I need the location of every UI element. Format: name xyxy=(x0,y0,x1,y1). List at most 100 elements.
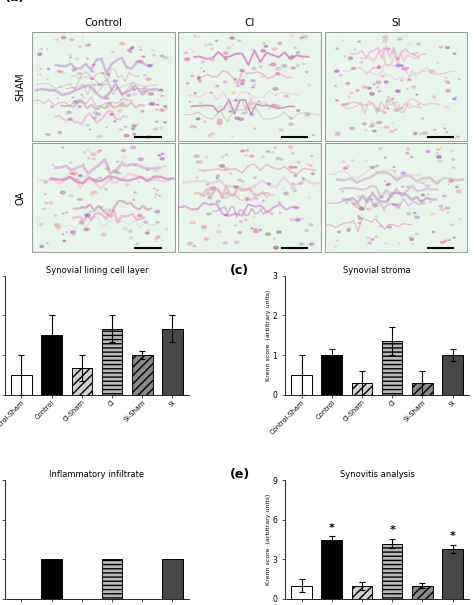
Circle shape xyxy=(194,155,199,157)
Circle shape xyxy=(97,83,100,85)
Circle shape xyxy=(94,192,98,194)
Circle shape xyxy=(407,186,408,187)
Circle shape xyxy=(99,83,103,86)
Circle shape xyxy=(125,184,129,186)
Circle shape xyxy=(273,88,278,90)
Text: OA: OA xyxy=(16,191,26,204)
Circle shape xyxy=(198,77,201,78)
Circle shape xyxy=(39,224,43,226)
Circle shape xyxy=(383,209,385,211)
Circle shape xyxy=(162,153,164,154)
Circle shape xyxy=(277,157,281,159)
Circle shape xyxy=(78,106,81,108)
Circle shape xyxy=(302,178,304,180)
Circle shape xyxy=(210,48,214,50)
Circle shape xyxy=(196,118,200,120)
Circle shape xyxy=(205,156,208,158)
Circle shape xyxy=(47,68,49,70)
Circle shape xyxy=(69,195,73,197)
Bar xyxy=(321,355,342,394)
Circle shape xyxy=(348,57,353,59)
Circle shape xyxy=(133,89,136,90)
Circle shape xyxy=(78,175,81,176)
Circle shape xyxy=(371,238,374,240)
Circle shape xyxy=(387,226,392,228)
Circle shape xyxy=(413,212,416,214)
Circle shape xyxy=(363,86,367,88)
Circle shape xyxy=(453,98,456,100)
Circle shape xyxy=(415,233,419,235)
Circle shape xyxy=(84,228,88,231)
Circle shape xyxy=(367,87,371,89)
Circle shape xyxy=(56,226,61,229)
Circle shape xyxy=(164,56,168,59)
Circle shape xyxy=(302,243,304,244)
Circle shape xyxy=(208,135,211,137)
Circle shape xyxy=(124,126,127,128)
Circle shape xyxy=(217,200,220,203)
Circle shape xyxy=(375,236,377,237)
Circle shape xyxy=(119,173,121,174)
Circle shape xyxy=(225,214,228,216)
Circle shape xyxy=(89,211,91,212)
Circle shape xyxy=(251,80,255,82)
Circle shape xyxy=(202,226,207,228)
Circle shape xyxy=(379,122,382,123)
Circle shape xyxy=(336,48,339,50)
Circle shape xyxy=(55,224,59,227)
Circle shape xyxy=(294,207,298,209)
Circle shape xyxy=(249,102,254,105)
Circle shape xyxy=(394,109,398,111)
Circle shape xyxy=(254,177,256,178)
Circle shape xyxy=(447,212,448,213)
Circle shape xyxy=(386,48,390,50)
Circle shape xyxy=(55,215,57,216)
Circle shape xyxy=(276,159,278,160)
Circle shape xyxy=(60,134,61,135)
Circle shape xyxy=(217,122,222,125)
Circle shape xyxy=(242,181,244,182)
Circle shape xyxy=(116,172,119,174)
Circle shape xyxy=(373,67,374,68)
Circle shape xyxy=(395,204,399,206)
Circle shape xyxy=(68,119,72,120)
Circle shape xyxy=(186,82,189,84)
Circle shape xyxy=(390,130,394,132)
Circle shape xyxy=(153,54,155,56)
Circle shape xyxy=(370,125,374,127)
Circle shape xyxy=(246,106,248,108)
Circle shape xyxy=(241,80,245,82)
Text: (c): (c) xyxy=(229,264,249,277)
Circle shape xyxy=(85,228,90,231)
Circle shape xyxy=(305,113,310,116)
Circle shape xyxy=(246,200,248,201)
Circle shape xyxy=(110,114,113,115)
Circle shape xyxy=(211,132,214,135)
Circle shape xyxy=(310,243,315,245)
Circle shape xyxy=(417,43,420,45)
Bar xyxy=(291,375,312,394)
Circle shape xyxy=(342,191,344,192)
Circle shape xyxy=(190,125,194,128)
Circle shape xyxy=(254,217,255,218)
Circle shape xyxy=(106,73,110,76)
FancyBboxPatch shape xyxy=(179,31,321,141)
Circle shape xyxy=(451,150,452,151)
Circle shape xyxy=(376,87,379,88)
Bar xyxy=(72,368,92,394)
Circle shape xyxy=(193,246,195,247)
Circle shape xyxy=(185,58,190,60)
Circle shape xyxy=(164,122,166,123)
Circle shape xyxy=(165,108,167,109)
Circle shape xyxy=(297,52,299,53)
Circle shape xyxy=(375,165,379,167)
Circle shape xyxy=(194,126,197,128)
Circle shape xyxy=(290,218,294,221)
Circle shape xyxy=(277,231,281,234)
Circle shape xyxy=(335,133,340,136)
Circle shape xyxy=(141,111,144,112)
Circle shape xyxy=(373,83,375,85)
Circle shape xyxy=(210,92,212,93)
Circle shape xyxy=(348,229,350,230)
Circle shape xyxy=(257,100,260,102)
